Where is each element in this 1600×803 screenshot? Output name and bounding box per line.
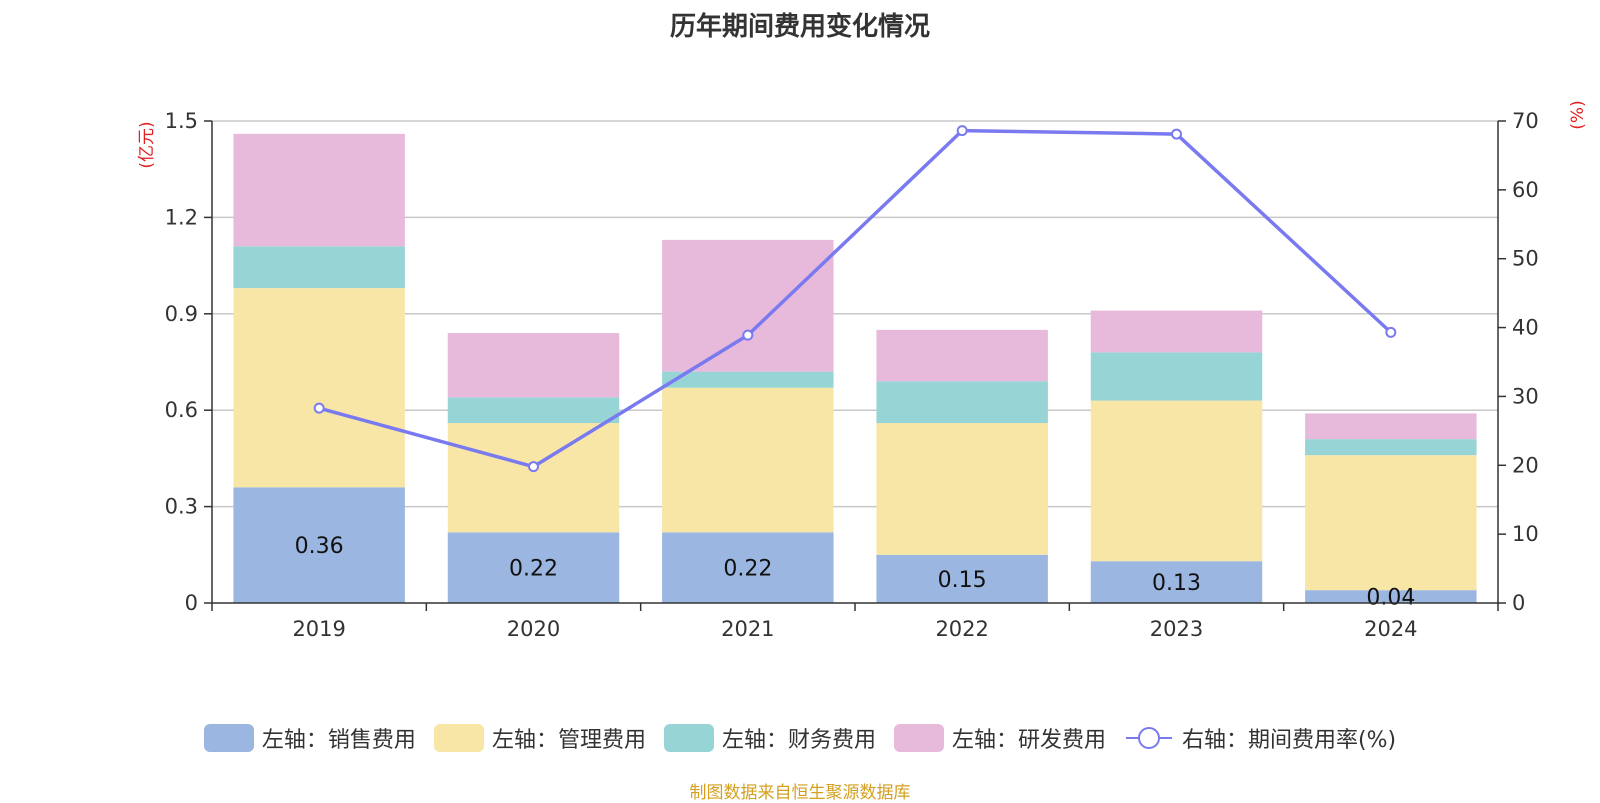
- bar-sales: [662, 532, 834, 603]
- bar-value-label: 0.22: [509, 557, 558, 582]
- rate-point: [956, 125, 968, 137]
- left-axis-unit: (亿元): [137, 121, 157, 168]
- bar-rnd: [447, 333, 620, 398]
- source-footer: 制图数据来自恒生聚源数据库: [689, 783, 911, 803]
- rate-point: [742, 329, 754, 341]
- bar-finance: [447, 397, 620, 424]
- bar-sales: [876, 554, 1048, 603]
- bar-rnd: [1305, 413, 1477, 440]
- legend: 左轴：销售费用 左轴：管理费用 左轴：财务费用 左轴：研发费用 右轴：期间费用率(%): [0, 718, 1600, 758]
- legend-line-circle-icon: [1125, 727, 1172, 749]
- legend-item-rnd[interactable]: 左轴：研发费用: [893, 722, 1106, 754]
- legend-label: 右轴：期间费用率(%): [1181, 728, 1397, 753]
- right-axis-tick-label: 10: [1512, 522, 1539, 546]
- left-axis-tick-label: 0.9: [165, 302, 198, 326]
- bar-finance: [1090, 352, 1263, 401]
- bar-sales: [1305, 590, 1477, 603]
- left-axis-tick-label: 0.3: [165, 495, 198, 519]
- legend-label: 左轴：管理费用: [491, 728, 646, 753]
- left-axis-tick-label: 1.5: [165, 109, 198, 133]
- bar-value-label: 0.13: [1152, 571, 1201, 596]
- legend-label: 左轴：财务费用: [721, 728, 876, 753]
- legend-swatch-icon: [893, 724, 944, 752]
- legend-swatch-icon: [663, 724, 714, 752]
- chart-plot: 0.36 0.22 0.22 0.15 0.13 0.04 0 0.3 0.6 0.9 1.2 1.…: [137, 100, 1588, 641]
- bar-finance: [876, 381, 1048, 424]
- bar-sales: [233, 487, 405, 603]
- x-axis-tick-label: 2021: [721, 617, 774, 641]
- bar-value-label: 0.22: [723, 557, 772, 582]
- legend-swatch-icon: [433, 724, 484, 752]
- bar-sales: [1090, 561, 1263, 603]
- right-axis-tick-label: 70: [1512, 109, 1539, 133]
- x-axis-tick-label: 2019: [292, 617, 345, 641]
- right-axis-tick-label: 0: [1512, 591, 1525, 615]
- bar-admin: [1305, 455, 1477, 591]
- legend-item-admin[interactable]: 左轴：管理费用: [433, 722, 646, 754]
- legend-item-rate[interactable]: 右轴：期间费用率(%): [1124, 722, 1396, 754]
- bar-sales: [447, 532, 620, 603]
- bar-finance: [1305, 439, 1477, 456]
- axes: 0 0.3 0.6 0.9 1.2 1.5 0 10 20 30 40 50 60 70 2019 2020 2…: [165, 109, 1539, 641]
- legend-label: 左轴：销售费用: [261, 728, 416, 753]
- right-axis-unit: (%): [1568, 100, 1588, 129]
- right-axis-tick-label: 50: [1512, 247, 1539, 271]
- right-axis-tick-label: 20: [1512, 453, 1539, 477]
- gridlines: [212, 120, 1498, 508]
- bar-admin: [876, 423, 1048, 555]
- rate-line: [313, 125, 1397, 473]
- right-axis-tick-label: 30: [1512, 384, 1539, 408]
- bar-admin: [233, 288, 405, 488]
- rate-point: [1171, 128, 1182, 140]
- bars: 0.36 0.22 0.22 0.15 0.13 0.04: [233, 133, 1477, 611]
- x-axis-tick-label: 2020: [507, 617, 560, 641]
- legend-label: 左轴：研发费用: [951, 728, 1106, 753]
- x-axis-tick-label: 2022: [935, 617, 988, 641]
- bar-admin: [1090, 400, 1263, 562]
- bar-value-label: 0.04: [1366, 586, 1415, 611]
- bar-finance: [233, 246, 405, 289]
- rate-point: [313, 402, 325, 414]
- bar-value-label: 0.15: [938, 568, 987, 593]
- rate-point: [1385, 326, 1397, 338]
- chart-title: 历年期间费用变化情况: [669, 12, 930, 42]
- left-axis-tick-label: 0: [185, 591, 198, 615]
- bar-admin: [662, 387, 834, 533]
- x-axis-tick-label: 2023: [1150, 617, 1203, 641]
- bar-rnd: [876, 329, 1048, 382]
- bar-rnd: [233, 133, 405, 247]
- legend-item-finance[interactable]: 左轴：财务费用: [663, 722, 876, 754]
- right-axis-tick-label: 60: [1512, 178, 1539, 202]
- bar-value-label: 0.36: [295, 534, 344, 559]
- rate-series-line: [318, 128, 1393, 469]
- x-axis-tick-label: 2024: [1364, 617, 1417, 641]
- rate-point: [528, 461, 539, 473]
- legend-item-sales[interactable]: 左轴：销售费用: [203, 722, 416, 754]
- right-axis-tick-label: 40: [1512, 316, 1539, 340]
- bar-finance: [662, 371, 834, 388]
- bar-rnd: [662, 239, 834, 372]
- bar-admin: [447, 423, 620, 533]
- bar-rnd: [1090, 310, 1263, 353]
- legend-swatch-icon: [203, 724, 254, 752]
- left-axis-tick-label: 1.2: [165, 205, 198, 229]
- left-axis-tick-label: 0.6: [165, 398, 198, 422]
